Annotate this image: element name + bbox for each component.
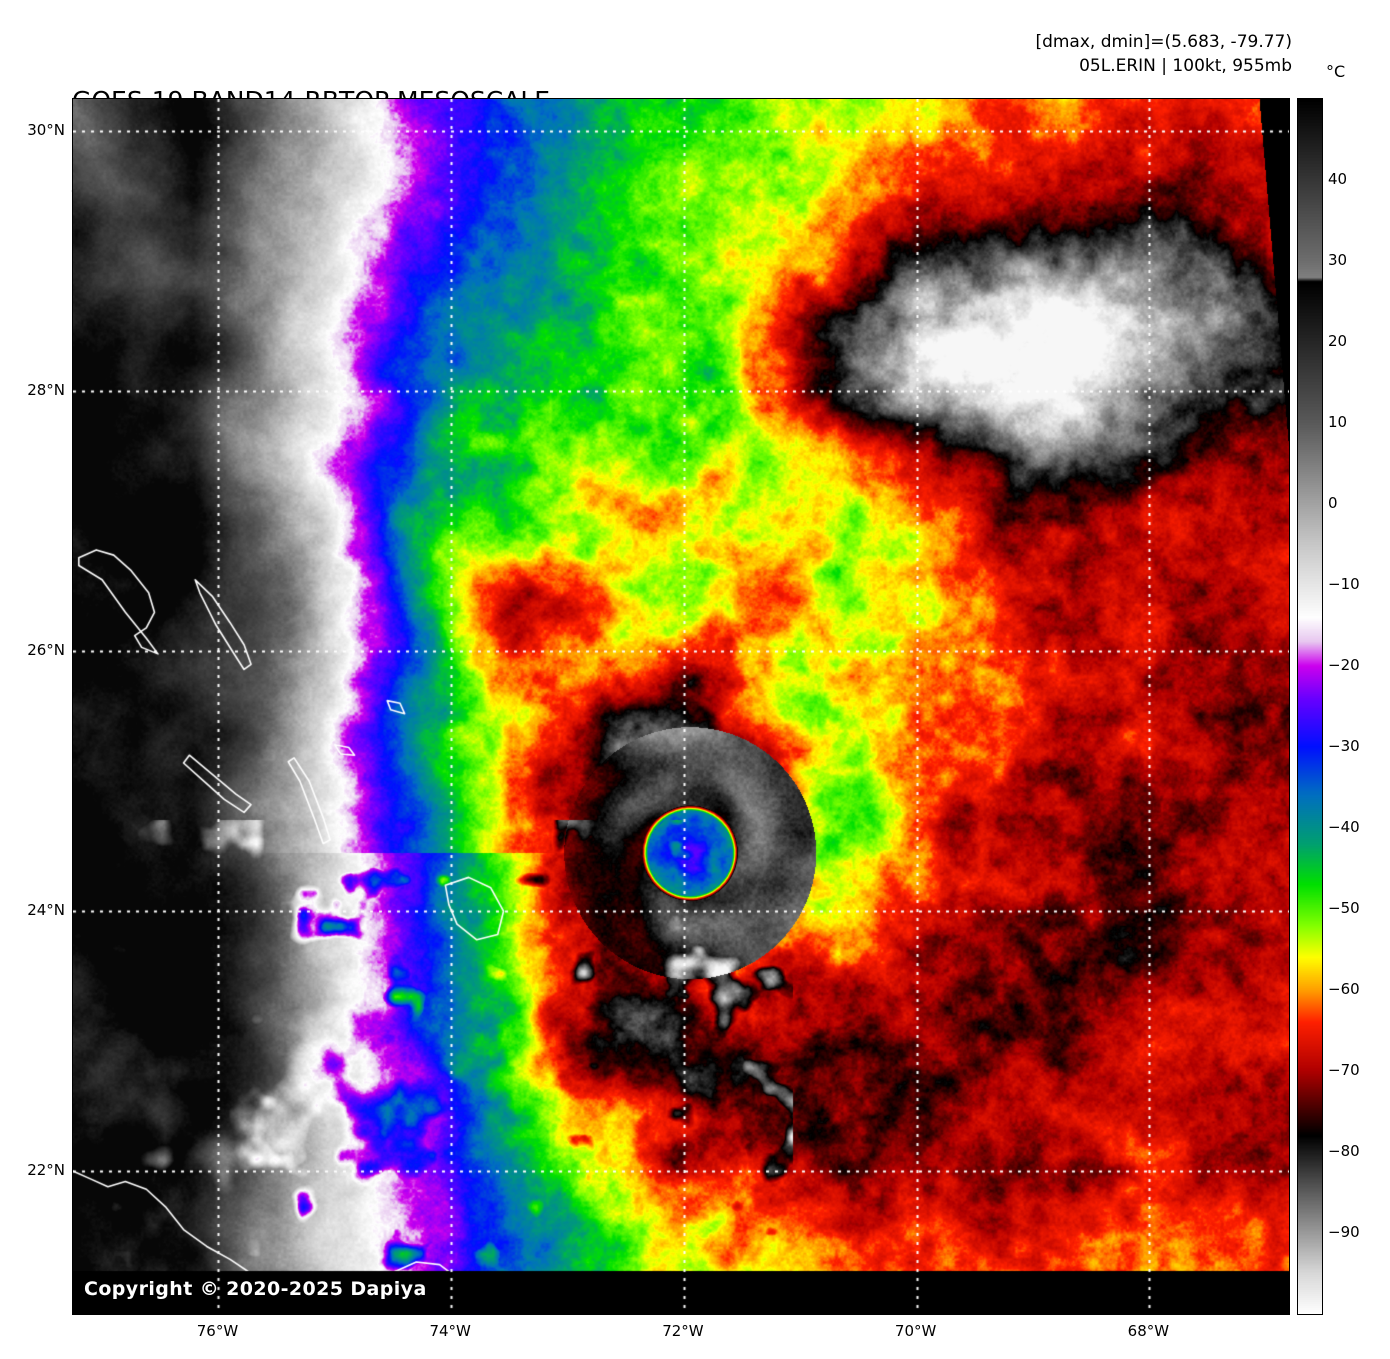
y-axis-tick-label: 30°N [27,121,65,140]
storm-info-label: 05L.ERIN | 100kt, 955mb [1079,56,1292,76]
x-axis-tick-label: 72°W [662,1322,704,1340]
copyright-label: Copyright © 2020-2025 Dapiya [84,1278,427,1300]
colorbar-tick-label: −90 [1328,1223,1360,1241]
colorbar-tick-label: −30 [1328,737,1360,755]
colorbar-tick-label: −60 [1328,980,1360,998]
colorbar-tick-label: −20 [1328,656,1360,674]
colorbar-unit-label: °C [1326,62,1346,81]
colorbar-tick-label: 20 [1328,332,1348,350]
dmax-dmin-label: [dmax, dmin]=(5.683, -79.77) [1035,32,1292,52]
colorbar-tick-label: 40 [1328,170,1348,188]
colorbar-tick-label: 10 [1328,413,1348,431]
colorbar-tick-label: −50 [1328,899,1360,917]
y-axis-tick-label: 26°N [27,641,65,660]
metadata-block: [dmax, dmin]=(5.683, -79.77) 05L.ERIN | … [1035,30,1292,78]
x-axis-tick-label: 76°W [196,1322,239,1340]
y-axis-tick-label: 24°N [27,901,65,920]
colorbar [1297,98,1323,1315]
colorbar-tick-label: −80 [1328,1142,1360,1160]
y-axis-tick-label: 22°N [27,1161,65,1180]
colorbar-gradient [1298,99,1322,1314]
x-axis-tick-label: 68°W [1127,1322,1170,1340]
satellite-image-panel [72,98,1290,1315]
satellite-imagery-canvas [73,99,1289,1314]
x-axis-tick-label: 70°W [894,1322,937,1340]
colorbar-tick-label: −70 [1328,1061,1360,1079]
colorbar-tick-label: 0 [1328,494,1338,512]
colorbar-tick-label: −10 [1328,575,1360,593]
x-axis-tick-label: 74°W [429,1322,471,1340]
colorbar-tick-label: −40 [1328,818,1360,836]
colorbar-tick-label: 30 [1328,251,1348,269]
y-axis-tick-label: 28°N [27,381,65,400]
